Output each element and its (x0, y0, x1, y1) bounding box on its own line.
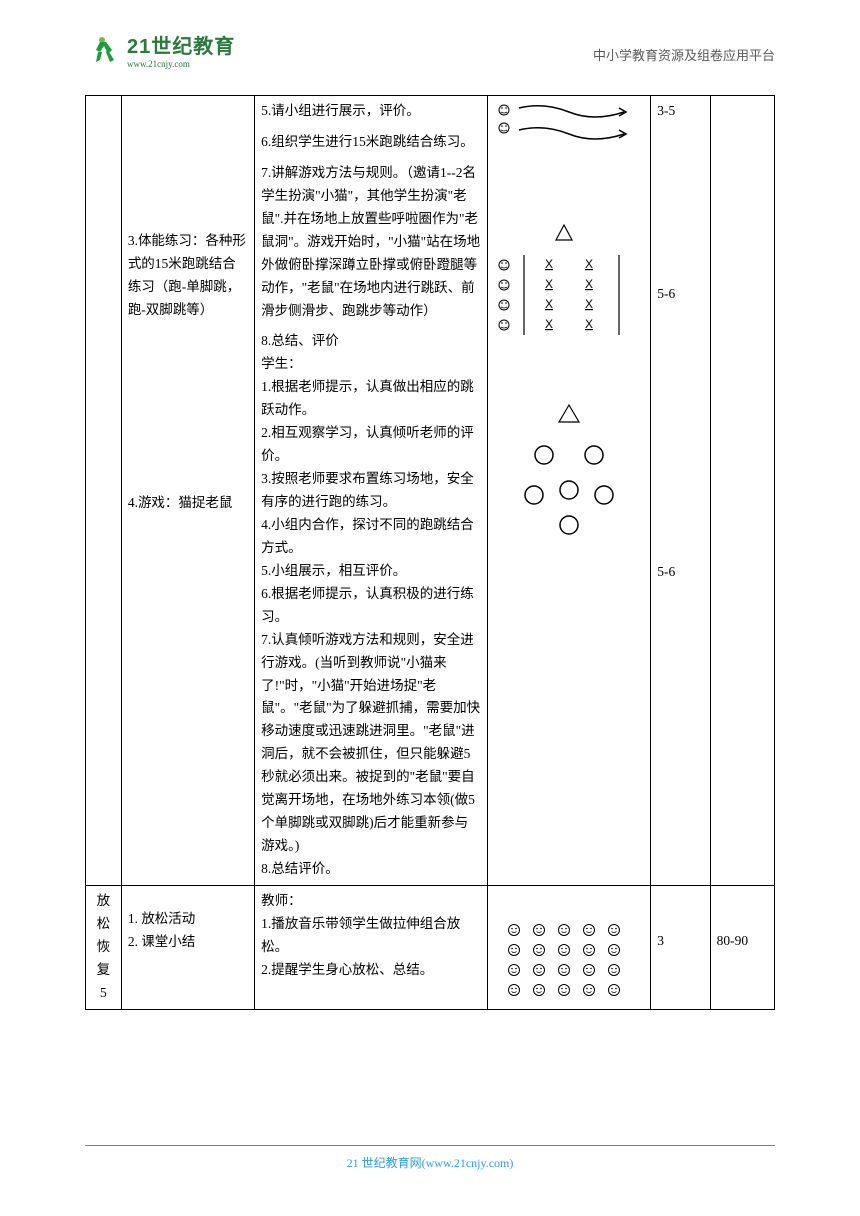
logo-main-text: 21世纪教育 (127, 30, 235, 59)
cell-time-2: 3 (651, 885, 710, 1009)
content2-i2: 2. 课堂小结 (128, 931, 248, 954)
cell-content-2: 1. 放松活动 2. 课堂小结 (121, 885, 254, 1009)
svg-text:X: X (545, 257, 553, 271)
cell-content: 3.体能练习：各种形式的15米跑跳结合练习（跑-单脚跳，跑-双脚跳等） 4.游戏… (121, 96, 254, 886)
student-s6: 6.根据老师提示，认真积极的进行练习。 (261, 583, 481, 629)
time2: 3 (657, 930, 703, 953)
page-header: 21世纪教育 www.21cnjy.com 中小学教育资源及组卷应用平台 (0, 30, 860, 90)
intensity2: 80-90 (717, 930, 768, 953)
time-v1: 3-5 (657, 100, 703, 123)
page-footer: 21 世纪教育网(www.21cnjy.com) (0, 1154, 860, 1171)
smiley-grid-icon (494, 920, 644, 1000)
svg-text:X: X (585, 297, 593, 311)
stage-l3: 5 (92, 982, 115, 1005)
footer-divider (85, 1145, 775, 1146)
svg-text:X: X (585, 257, 593, 271)
activity-p8: 8.总结、评价 (261, 330, 481, 353)
content2-i1: 1. 放松活动 (128, 908, 248, 931)
cell-intensity (710, 96, 774, 886)
cell-intensity-2: 80-90 (710, 885, 774, 1009)
content-item-4: 4.游戏：猫捉老鼠 (128, 492, 248, 515)
cell-activity-2: 教师： 1.播放音乐带领学生做拉伸组合放松。 2.提醒学生身心放松、总结。 (255, 885, 488, 1009)
student-label: 学生： (261, 353, 481, 376)
svg-text:X: X (545, 317, 553, 331)
table-row: 放松 恢复 5 1. 放松活动 2. 课堂小结 教师： 1.播放音乐带领学生做拉… (86, 885, 775, 1009)
diagram-2: XX XX XX XX (494, 160, 644, 360)
time-v3: 5-6 (657, 561, 703, 584)
logo-text: 21世纪教育 www.21cnjy.com (127, 30, 235, 69)
logo: 21世纪教育 www.21cnjy.com (90, 30, 235, 69)
teacher-t1: 1.播放音乐带领学生做拉伸组合放松。 (261, 913, 481, 959)
time-v2: 5-6 (657, 283, 703, 306)
student-s2: 2.相互观察学习，认真倾听老师的评价。 (261, 422, 481, 468)
student-s5: 5.小组展示，相互评价。 (261, 560, 481, 583)
student-s4: 4.小组内合作，探讨不同的跑跳结合方式。 (261, 514, 481, 560)
logo-icon (90, 34, 122, 66)
diagram-1 (494, 100, 644, 160)
logo-sub-text: www.21cnjy.com (127, 59, 235, 69)
cell-stage (86, 96, 122, 886)
stage-l2: 恢复 (92, 936, 115, 982)
activity-p5: 5.请小组进行展示，评价。 (261, 100, 481, 123)
activity-p7: 7.讲解游戏方法与规则。（邀请1--2名学生扮演"小猫"，其他学生扮演"老鼠".… (261, 162, 481, 323)
activity-p6: 6.组织学生进行15米跑跳结合练习。 (261, 131, 481, 154)
header-right-text: 中小学教育资源及组卷应用平台 (593, 45, 775, 64)
teacher-label: 教师： (261, 890, 481, 913)
cell-diagram-2 (488, 885, 651, 1009)
content-item-3: 3.体能练习：各种形式的15米跑跳结合练习（跑-单脚跳，跑-双脚跳等） (128, 230, 248, 322)
table-row: 3.体能练习：各种形式的15米跑跳结合练习（跑-单脚跳，跑-双脚跳等） 4.游戏… (86, 96, 775, 886)
svg-text:X: X (545, 297, 553, 311)
cell-diagram: XX XX XX XX (488, 96, 651, 886)
svg-text:X: X (585, 317, 593, 331)
teacher-t2: 2.提醒学生身心放松、总结。 (261, 959, 481, 982)
cell-activity: 5.请小组进行展示，评价。 6.组织学生进行15米跑跳结合练习。 7.讲解游戏方… (255, 96, 488, 886)
student-s3: 3.按照老师要求布置练习场地，安全有序的进行跑的练习。 (261, 468, 481, 514)
stage-l1: 放松 (92, 890, 115, 936)
student-s7: 7.认真倾听游戏方法和规则，安全进行游戏。(当听到教师说"小猫来了!"时，"小猫… (261, 629, 481, 858)
cell-time: 3-5 5-6 5-6 (651, 96, 710, 886)
student-s8: 8.总结评价。 (261, 858, 481, 881)
cell-stage-2: 放松 恢复 5 (86, 885, 122, 1009)
svg-text:X: X (585, 277, 593, 291)
svg-text:X: X (545, 277, 553, 291)
diagram-3 (494, 360, 644, 540)
lesson-plan-table: 3.体能练习：各种形式的15米跑跳结合练习（跑-单脚跳，跑-双脚跳等） 4.游戏… (85, 95, 775, 1010)
student-s1: 1.根据老师提示，认真做出相应的跳跃动作。 (261, 376, 481, 422)
